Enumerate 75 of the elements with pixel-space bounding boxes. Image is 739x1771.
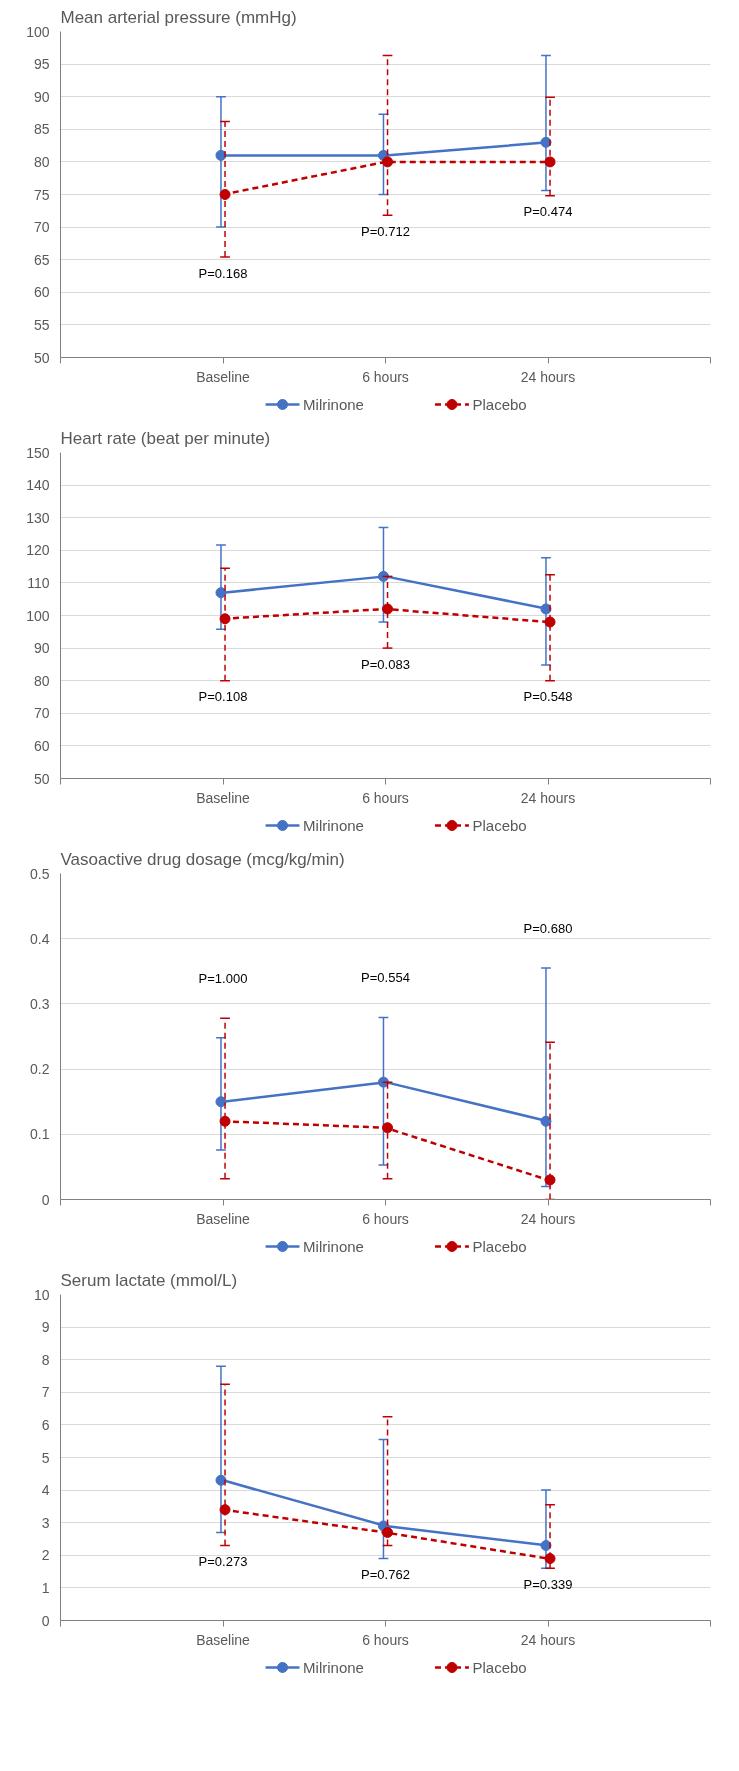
y-tick-label: 120: [26, 542, 50, 559]
y-tick-label: 100: [26, 23, 50, 40]
y-tick-label: 110: [27, 574, 50, 591]
y-tick-label: 0.2: [30, 1061, 50, 1078]
y-tick-label: 150: [26, 444, 50, 461]
x-tick-label: Baseline: [196, 1210, 251, 1227]
y-tick-label: 0: [41, 1191, 50, 1208]
y-tick-label: 60: [33, 737, 50, 754]
y-tick-label: 80: [33, 672, 50, 689]
y-tick-label: 90: [33, 640, 50, 657]
y-tick-label: 0.4: [30, 930, 50, 947]
legend-label: Placebo: [472, 1238, 527, 1255]
y-tick-label: 4: [41, 1482, 50, 1499]
y-tick-label: 0.3: [30, 995, 50, 1012]
y-tick-label: 0: [41, 1612, 50, 1629]
x-tick-label: Baseline: [196, 1631, 251, 1648]
y-tick-label: 130: [26, 509, 50, 526]
y-tick-label: 7: [41, 1384, 50, 1401]
y-tick-label: 0.1: [30, 1126, 50, 1143]
y-tick-label: 50: [33, 770, 50, 787]
legend-label: Milrinone: [303, 396, 364, 413]
y-tick-label: 90: [33, 88, 50, 105]
annotation: P=1.000: [198, 970, 248, 986]
legend-label: Milrinone: [303, 1659, 364, 1676]
y-tick-label: 6: [41, 1416, 50, 1433]
y-tick-label: 55: [33, 316, 50, 333]
chart-title: Heart rate (beat per minute): [60, 428, 271, 448]
annotation: P=0.474: [523, 204, 573, 220]
y-tick-label: 2: [41, 1547, 50, 1564]
y-tick-label: 1: [41, 1579, 50, 1596]
y-tick-label: 80: [33, 153, 50, 170]
annotation: P=0.108: [198, 689, 248, 705]
x-tick-label: 6 hours: [362, 368, 409, 385]
y-tick-label: 60: [33, 284, 50, 301]
legend-label: Milrinone: [303, 1238, 364, 1255]
y-tick-label: 3: [41, 1514, 50, 1531]
annotation: P=0.083: [361, 656, 410, 672]
legend-label: Placebo: [472, 1659, 527, 1676]
x-tick-label: 24 hours: [520, 368, 576, 385]
y-tick-label: 9: [41, 1319, 50, 1336]
x-tick-label: 6 hours: [362, 789, 409, 806]
y-tick-label: 70: [33, 219, 50, 236]
y-tick-label: 75: [33, 186, 50, 203]
x-tick-label: 24 hours: [520, 1631, 576, 1648]
y-tick-label: 140: [26, 477, 50, 494]
x-tick-label: 6 hours: [362, 1210, 409, 1227]
y-tick-label: 70: [33, 705, 50, 722]
chart-title: Mean arterial pressure (mmHg): [60, 7, 297, 27]
annotation: P=0.762: [361, 1567, 410, 1583]
annotation: P=0.554: [361, 970, 410, 986]
annotation: P=0.712: [361, 223, 410, 239]
x-tick-label: 6 hours: [362, 1631, 409, 1648]
legend-label: Placebo: [472, 396, 527, 413]
x-tick-label: 24 hours: [520, 1210, 576, 1227]
chart-title: Serum lactate (mmol/L): [60, 1270, 238, 1290]
x-tick-label: 24 hours: [520, 789, 576, 806]
y-tick-label: 100: [26, 607, 50, 624]
annotation: P=0.680: [523, 920, 573, 936]
legend-label: Placebo: [472, 817, 527, 834]
x-tick-label: Baseline: [196, 789, 251, 806]
chart-title: Vasoactive drug dosage (mcg/kg/min): [60, 849, 345, 869]
annotation: P=0.168: [198, 265, 248, 281]
annotation: P=0.548: [523, 689, 573, 705]
y-tick-label: 50: [33, 349, 50, 366]
x-tick-label: Baseline: [196, 368, 251, 385]
y-tick-label: 10: [33, 1286, 50, 1303]
y-tick-label: 5: [41, 1449, 50, 1466]
legend-label: Milrinone: [303, 817, 364, 834]
y-tick-label: 0.5: [30, 865, 50, 882]
y-tick-label: 85: [33, 121, 50, 138]
y-tick-label: 95: [33, 56, 50, 73]
annotation: P=0.273: [198, 1554, 248, 1570]
y-tick-label: 8: [41, 1351, 50, 1368]
y-tick-label: 65: [33, 251, 50, 268]
annotation: P=0.339: [523, 1576, 573, 1592]
